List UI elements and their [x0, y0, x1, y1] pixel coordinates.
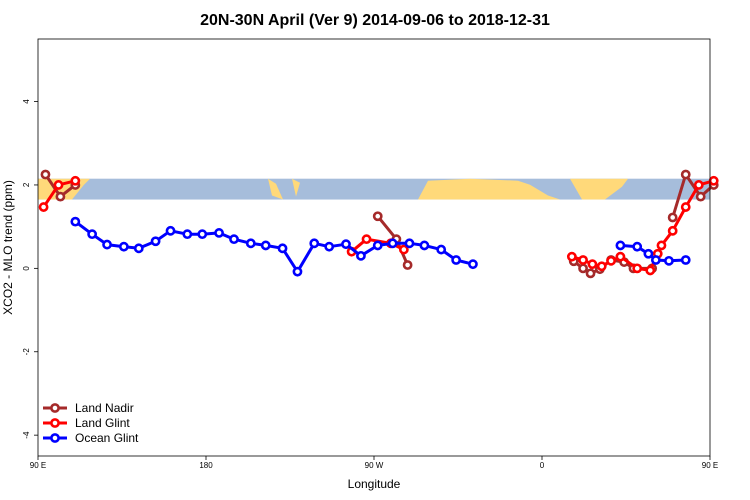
- legend-marker: [50, 403, 60, 413]
- y-tick-label: -4: [22, 431, 31, 439]
- x-tick-label: 0: [540, 461, 545, 470]
- y-tick-label: -2: [22, 348, 31, 356]
- data-point: [55, 191, 66, 202]
- data-point: [587, 259, 598, 270]
- data-point: [419, 240, 430, 251]
- data-point: [341, 239, 351, 250]
- data-point: [645, 265, 656, 276]
- data-point: [578, 263, 588, 274]
- data-point: [667, 225, 678, 236]
- data-point: [566, 251, 577, 262]
- data-point: [245, 238, 256, 249]
- map-land-4: [520, 190, 536, 200]
- series-ocean-glint: [70, 216, 691, 277]
- y-tick-label: 2: [22, 182, 31, 187]
- data-point: [70, 216, 81, 227]
- x-tick-label: 90 W: [365, 461, 384, 470]
- legend-label: Land Glint: [75, 416, 130, 430]
- data-point: [118, 241, 129, 252]
- data-point: [656, 240, 667, 251]
- data-point: [680, 169, 691, 180]
- data-point: [292, 266, 303, 277]
- data-point: [436, 244, 447, 255]
- data-point: [402, 260, 413, 270]
- data-point: [87, 229, 98, 240]
- data-point: [664, 255, 674, 266]
- y-tick-label: 0: [22, 266, 31, 271]
- legend-marker: [50, 433, 60, 443]
- data-point: [650, 255, 661, 265]
- data-point: [387, 238, 398, 249]
- data-point: [361, 234, 372, 245]
- data-point: [277, 243, 288, 254]
- data-point: [182, 229, 193, 240]
- legend-label: Land Nadir: [75, 401, 134, 415]
- data-point: [102, 239, 112, 250]
- map-land-2: [292, 178, 300, 197]
- data-point: [632, 263, 643, 274]
- data-point: [680, 255, 691, 265]
- x-tick-label: 90 E: [702, 461, 718, 470]
- data-point: [596, 261, 607, 272]
- data-point: [165, 225, 176, 236]
- data-point: [643, 248, 654, 259]
- data-point: [40, 169, 51, 180]
- chart-title: 20N-30N April (Ver 9) 2014-09-06 to 2018…: [200, 12, 550, 29]
- data-point: [372, 240, 383, 251]
- data-point: [667, 212, 678, 223]
- data-point: [356, 250, 366, 261]
- data-point: [214, 228, 224, 238]
- data-point: [615, 240, 626, 251]
- legend-marker: [50, 418, 60, 428]
- x-tick-label: 180: [199, 461, 213, 470]
- data-point: [229, 234, 239, 245]
- data-point: [133, 243, 144, 254]
- data-point: [708, 175, 719, 186]
- series-land-glint: [38, 175, 719, 276]
- data-point: [578, 255, 588, 265]
- data-point: [680, 202, 691, 212]
- data-point: [404, 238, 415, 249]
- y-tick-label: 4: [22, 99, 31, 104]
- data-point: [451, 255, 462, 265]
- series-land-nadir: [40, 169, 719, 279]
- map-background-strip: [38, 178, 710, 200]
- data-point: [695, 191, 706, 202]
- legend-label: Ocean Glint: [75, 431, 139, 445]
- data-point: [585, 268, 596, 279]
- x-tick-label: 90 E: [30, 461, 46, 470]
- data-point: [693, 180, 704, 190]
- series-line: [671, 173, 715, 218]
- data-point: [197, 229, 208, 240]
- map-land-5: [570, 178, 628, 200]
- data-point: [324, 241, 335, 252]
- data-point: [53, 180, 64, 190]
- data-point: [309, 238, 320, 249]
- data-point: [606, 255, 616, 266]
- data-point: [468, 259, 478, 270]
- data-point: [615, 251, 626, 262]
- y-axis-label: XCO2 - MLO trend (ppm): [1, 180, 15, 315]
- data-point: [398, 244, 409, 255]
- data-point: [260, 240, 271, 251]
- data-point: [70, 175, 81, 186]
- map-land-1: [268, 178, 283, 200]
- x-axis-label: Longitude: [348, 477, 401, 491]
- data-point: [372, 211, 383, 222]
- data-point: [632, 241, 643, 252]
- series-layer: [38, 169, 719, 279]
- data-point: [150, 236, 161, 247]
- data-point: [38, 202, 49, 212]
- y-axis: -4 -2 0 2 4: [22, 99, 38, 439]
